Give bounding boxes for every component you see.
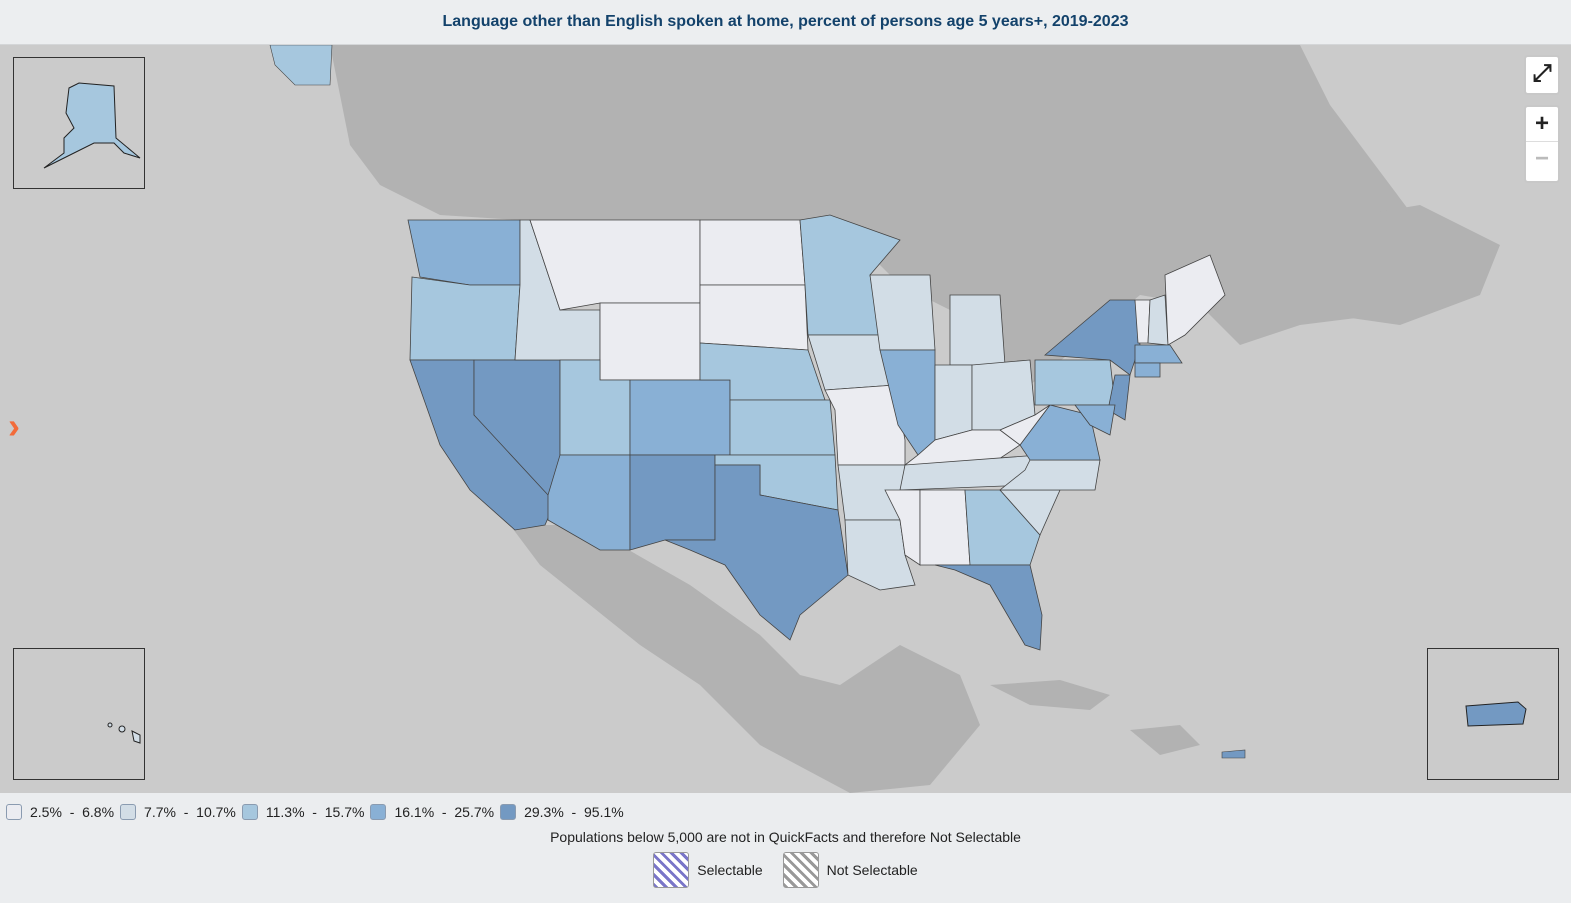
state-north-dakota (699, 219, 806, 286)
map-canvas[interactable] (0, 45, 1571, 793)
map-title-bar: Language other than English spoken at ho… (0, 0, 1571, 45)
caribbean-landmass (990, 680, 1110, 710)
state-new-mexico (629, 454, 716, 551)
state-mississippi (884, 489, 921, 566)
state-kansas (729, 399, 836, 456)
canada-east-landmass (1300, 205, 1500, 325)
state-wyoming (599, 302, 701, 381)
state-oregon (409, 276, 521, 361)
selectable-swatch (653, 852, 690, 888)
puerto-rico-small (1221, 749, 1246, 759)
map-legend: 2.5% - 6.8% 7.7% - 10.7% 11.3% - 15.7% 16.1… (0, 794, 1571, 903)
zoom-in-button[interactable]: + (1534, 110, 1549, 137)
legend-classes: 2.5% - 6.8% 7.7% - 10.7% 11.3% - 15.7% 16.1… (6, 804, 630, 820)
expand-arrows-icon[interactable]: ⤢ (1532, 60, 1552, 87)
legend-swatch (500, 804, 517, 820)
legend-class-1[interactable]: 2.5% - 6.8% (6, 804, 114, 820)
state-wisconsin (869, 274, 936, 351)
selectable-label: Selectable (697, 862, 763, 878)
legend-swatch (241, 804, 258, 820)
state-pennsylvania (1034, 359, 1116, 406)
not-selectable-label: Not Selectable (826, 862, 918, 878)
state-florida (934, 564, 1043, 651)
state-georgia (964, 489, 1041, 566)
state-south-dakota (699, 284, 809, 351)
legend-class-3[interactable]: 11.3% - 15.7% (241, 804, 365, 820)
state-indiana (934, 364, 973, 441)
alaska-panhandle (269, 45, 333, 86)
legend-selectable: Selectable (653, 852, 763, 888)
alaska-inset-map (43, 82, 141, 169)
hawaii-inset-map (107, 722, 141, 744)
zoom-control: + − (1524, 105, 1560, 183)
legend-class-label: 16.1% - 25.7% (394, 804, 495, 820)
legend-class-2[interactable]: 7.7% - 10.7% (120, 804, 236, 820)
legend-class-5[interactable]: 29.3% - 95.1% (500, 804, 624, 820)
state-maine (1164, 254, 1226, 346)
not-selectable-swatch (782, 852, 819, 888)
map-view[interactable]: ⤢ + − › (0, 45, 1571, 793)
legend-not-selectable: Not Selectable (782, 852, 918, 888)
state-massachusetts (1134, 344, 1183, 364)
sidebar-toggle-chevron-icon[interactable]: › (8, 405, 20, 446)
legend-class-label: 11.3% - 15.7% (265, 804, 365, 820)
state-colorado (629, 379, 731, 456)
legend-swatch (370, 804, 387, 820)
hawaii-island-oahu (107, 722, 113, 728)
state-maryland (1074, 404, 1116, 436)
state-vermont (1134, 299, 1151, 344)
state-alaska (43, 82, 141, 169)
territory-puerto-rico (1465, 701, 1527, 727)
state-montana (529, 219, 701, 311)
hispaniola-landmass (1130, 725, 1200, 755)
alaska-inset[interactable] (13, 57, 145, 189)
legend-class-label: 7.7% - 10.7% (144, 804, 236, 820)
legend-class-label: 2.5% - 6.8% (30, 804, 115, 820)
legend-class-4[interactable]: 16.1% - 25.7% (370, 804, 494, 820)
state-connecticut (1134, 362, 1161, 378)
mexico-landmass (510, 525, 980, 793)
state-alabama (919, 489, 971, 566)
legend-patterns: Selectable Not Selectable (0, 852, 1571, 888)
hawaii-inset[interactable] (13, 648, 145, 780)
us-states (407, 214, 1226, 651)
zoom-out-button[interactable]: − (1526, 141, 1558, 176)
state-washington (407, 219, 521, 286)
legend-swatch (6, 804, 22, 820)
canada-landmass (330, 45, 1440, 385)
legend-swatch (120, 804, 137, 820)
fullscreen-control[interactable]: ⤢ (1524, 55, 1560, 95)
state-texas (664, 464, 849, 641)
state-new-hampshire (1147, 294, 1169, 346)
hawaii-island-maui (118, 725, 126, 733)
puerto-rico-inset-map (1465, 701, 1527, 727)
state-michigan (949, 294, 1006, 366)
map-title: Language other than English spoken at ho… (442, 13, 1129, 30)
legend-class-label: 29.3% - 95.1% (524, 804, 624, 820)
puerto-rico-inset[interactable] (1427, 648, 1559, 780)
state-hawaii (131, 730, 141, 744)
legend-note: Populations below 5,000 are not in Quick… (550, 829, 1021, 845)
